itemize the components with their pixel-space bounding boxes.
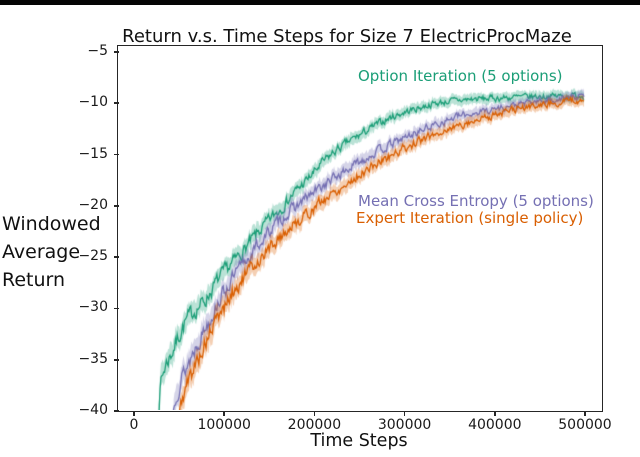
y-tick-label: −35	[78, 350, 108, 367]
y-tick-label: −30	[78, 299, 108, 316]
y-tick-mark	[114, 307, 119, 310]
y-axis-label-line1: Windowed	[2, 213, 101, 235]
y-tick-label: −5	[87, 43, 108, 59]
y-axis-label-line2: Average	[2, 241, 81, 263]
y-tick-mark	[114, 153, 119, 156]
chart-canvas	[118, 46, 601, 410]
y-tick-mark	[114, 256, 119, 258]
y-tick-mark	[114, 410, 119, 412]
x-tick-mark	[313, 411, 316, 416]
y-tick-label: −40	[78, 401, 108, 418]
x-axis-label: Time Steps	[310, 431, 408, 451]
y-tick-mark	[114, 205, 119, 207]
annotation-option-iteration: Option Iteration (5 options)	[358, 67, 563, 85]
figure-top-border	[0, 0, 640, 5]
y-axis-label-line3: Return	[2, 269, 66, 291]
y-tick-label: −15	[78, 145, 108, 162]
y-tick-mark	[114, 102, 119, 105]
x-tick-label: 500000	[558, 417, 612, 433]
y-axis-label: Windowed Average Return	[2, 210, 101, 294]
chart-title: Return v.s. Time Steps for Size 7 Electr…	[122, 26, 572, 47]
x-tick-label: 100000	[197, 417, 251, 433]
y-tick-label: −20	[78, 196, 108, 213]
x-tick-mark	[133, 411, 135, 416]
y-tick-label: −25	[78, 248, 108, 265]
plot-area	[117, 45, 603, 412]
x-tick-mark	[494, 411, 496, 416]
y-tick-label: −10	[78, 94, 108, 111]
x-tick-mark	[223, 411, 225, 416]
x-tick-mark	[403, 411, 406, 416]
annotation-expert-iteration: Expert Iteration (single policy)	[356, 209, 584, 227]
x-tick-label: 300000	[377, 417, 432, 433]
x-tick-label: 200000	[287, 417, 342, 433]
y-tick-mark	[114, 51, 119, 53]
y-tick-mark	[114, 358, 119, 361]
x-tick-label: 400000	[468, 417, 522, 433]
x-tick-mark	[584, 411, 586, 416]
x-tick-label: 0	[129, 417, 139, 433]
annotation-mean-cross-entropy: Mean Cross Entropy (5 options)	[358, 192, 594, 210]
